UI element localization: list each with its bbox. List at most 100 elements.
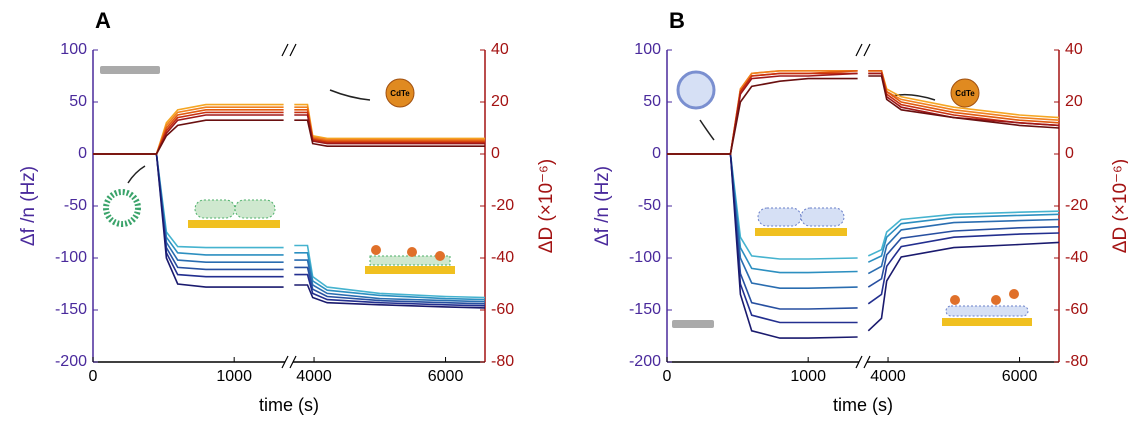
- x-tick-label: 0: [89, 368, 98, 385]
- series-line: [667, 153, 858, 260]
- y-axis-label: Δf /n (Hz): [18, 166, 39, 246]
- series-line: [294, 103, 485, 140]
- series-line: [868, 70, 1060, 124]
- y-tick-label: 0: [78, 145, 87, 162]
- gold-substrate: [365, 266, 455, 274]
- nanoparticle: [1009, 289, 1019, 299]
- annotation: CdTe: [955, 89, 975, 98]
- vesicle: [234, 199, 276, 219]
- nanoparticle: [371, 245, 381, 255]
- y2-tick-label: 20: [491, 93, 509, 110]
- series-line: [294, 114, 485, 145]
- y-tick-label: 100: [634, 41, 661, 58]
- y2-tick-label: -80: [1065, 353, 1088, 370]
- x-axis-label: time (s): [833, 395, 893, 415]
- series-line: [294, 244, 486, 299]
- illustrations-b: CdTe: [672, 70, 1032, 328]
- series-line: [868, 72, 1060, 127]
- series-line: [667, 153, 858, 324]
- y2-tick-label: -40: [1065, 249, 1088, 266]
- series-line: [867, 213, 1060, 263]
- x-tick-label: 6000: [428, 368, 464, 385]
- series-line: [294, 106, 485, 141]
- series-line: [294, 252, 486, 301]
- series-line: [867, 218, 1060, 275]
- vesicle: [194, 199, 236, 219]
- y2-tick-label: 20: [1065, 93, 1083, 110]
- x-tick-label: 1000: [216, 368, 252, 385]
- y-tick-label: -100: [55, 249, 87, 266]
- nanoparticle: [950, 295, 960, 305]
- y2-tick-label: -60: [491, 301, 514, 318]
- series-line: [294, 111, 485, 144]
- x-axis-label: time (s): [259, 395, 319, 415]
- x-tick-label: 4000: [296, 368, 332, 385]
- y-tick-label: -200: [55, 353, 87, 370]
- nanoparticle: [407, 247, 417, 257]
- series-line: [93, 119, 284, 155]
- y2-tick-label: 0: [1065, 145, 1074, 162]
- series-line: [867, 232, 1060, 305]
- series-line: [294, 119, 485, 147]
- x-tick-label: 4000: [870, 368, 906, 385]
- y-tick-label: 50: [643, 93, 661, 110]
- axis-break: [281, 355, 289, 369]
- y2-tick-label: -20: [491, 197, 514, 214]
- y-tick-label: -200: [629, 353, 661, 370]
- cdte-particle: [385, 78, 415, 108]
- bilayer: [945, 305, 1029, 317]
- x-tick-label: 1000: [790, 368, 826, 385]
- vesicle: [757, 207, 802, 227]
- axis-break: [855, 355, 863, 369]
- series-line: [294, 284, 486, 309]
- series-line: [667, 77, 858, 155]
- series-line: [294, 266, 486, 305]
- nanoparticle: [435, 251, 445, 261]
- arrow: [329, 89, 371, 101]
- series-line: [867, 210, 1060, 257]
- y2-tick-label: 40: [491, 41, 509, 58]
- vesicle: [800, 207, 845, 227]
- y2-tick-label: -80: [491, 353, 514, 370]
- y-tick-label: 50: [69, 93, 87, 110]
- y2-tick-label: -40: [491, 249, 514, 266]
- axis-break: [289, 43, 297, 57]
- y-tick-label: 0: [652, 145, 661, 162]
- y-tick-label: -150: [629, 301, 661, 318]
- y2-tick-label: 40: [1065, 41, 1083, 58]
- axis-break: [855, 43, 863, 57]
- gold-substrate: [755, 228, 847, 236]
- y-tick-label: -150: [55, 301, 87, 318]
- y2-axis-label: ΔD (×10⁻⁶): [1110, 159, 1128, 253]
- illustrations-a: CdTe: [100, 66, 455, 274]
- gold-substrate: [942, 318, 1032, 326]
- cdte-particle: [950, 78, 980, 108]
- liposome: [103, 189, 141, 227]
- y-tick-label: -50: [638, 197, 661, 214]
- y2-tick-label: 0: [491, 145, 500, 162]
- y2-axis-label: ΔD (×10⁻⁶): [536, 159, 557, 253]
- panel-title: B: [669, 8, 685, 33]
- scale-bar: [100, 66, 160, 74]
- annotation: CdTe: [390, 89, 410, 98]
- x-tick-label: 6000: [1002, 368, 1038, 385]
- series-line: [867, 241, 1060, 332]
- scale-bar: [672, 320, 714, 328]
- arrow: [127, 165, 146, 184]
- nanoparticle: [991, 295, 1001, 305]
- y-tick-label: -100: [629, 249, 661, 266]
- series-line: [667, 153, 858, 339]
- axis-break: [289, 355, 297, 369]
- y-tick-label: -50: [64, 197, 87, 214]
- panel-title: A: [95, 8, 111, 33]
- series-line: [294, 109, 485, 142]
- y-tick-label: 100: [60, 41, 87, 58]
- series-line: [294, 273, 486, 307]
- liposome: [676, 70, 716, 110]
- series-line: [868, 75, 1060, 129]
- series-line: [294, 259, 486, 303]
- y2-tick-label: -20: [1065, 197, 1088, 214]
- axis-break: [863, 43, 871, 57]
- arrow: [699, 119, 715, 141]
